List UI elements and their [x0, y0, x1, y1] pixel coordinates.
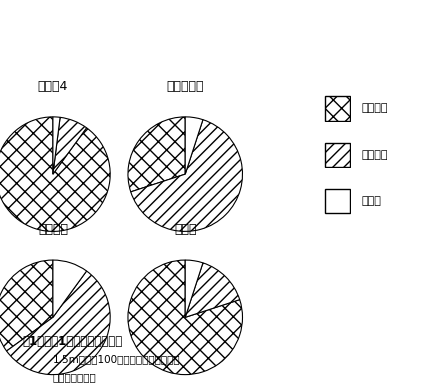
Wedge shape — [185, 117, 203, 174]
Wedge shape — [185, 260, 203, 317]
Text: ついて観察評価: ついて観察評価 — [53, 372, 97, 382]
FancyBboxPatch shape — [325, 189, 350, 214]
Text: 裸地率: 裸地率 — [362, 196, 381, 206]
Wedge shape — [128, 117, 185, 192]
Wedge shape — [128, 260, 243, 375]
Wedge shape — [53, 260, 86, 317]
Wedge shape — [131, 120, 243, 231]
Wedge shape — [7, 271, 110, 375]
Text: 方便山4: 方便山4 — [38, 80, 68, 93]
Wedge shape — [0, 117, 110, 231]
Text: メイヤー: メイヤー — [38, 223, 68, 236]
Wedge shape — [185, 263, 240, 317]
Wedge shape — [0, 260, 53, 351]
Text: みやこ: みやこ — [174, 223, 197, 236]
Wedge shape — [53, 117, 60, 174]
Text: 図1　定植1年後の被度の比較: 図1 定植1年後の被度の比較 — [22, 335, 122, 348]
Text: 雑草被度: 雑草被度 — [362, 150, 388, 160]
FancyBboxPatch shape — [325, 142, 350, 167]
FancyBboxPatch shape — [325, 96, 350, 121]
Text: エメラルド: エメラルド — [166, 80, 204, 93]
Wedge shape — [53, 117, 86, 174]
Text: 1.5m四方に100個体定植した密植区に: 1.5m四方に100個体定植した密植区に — [53, 354, 180, 364]
Text: シバ被度: シバ被度 — [362, 103, 388, 113]
